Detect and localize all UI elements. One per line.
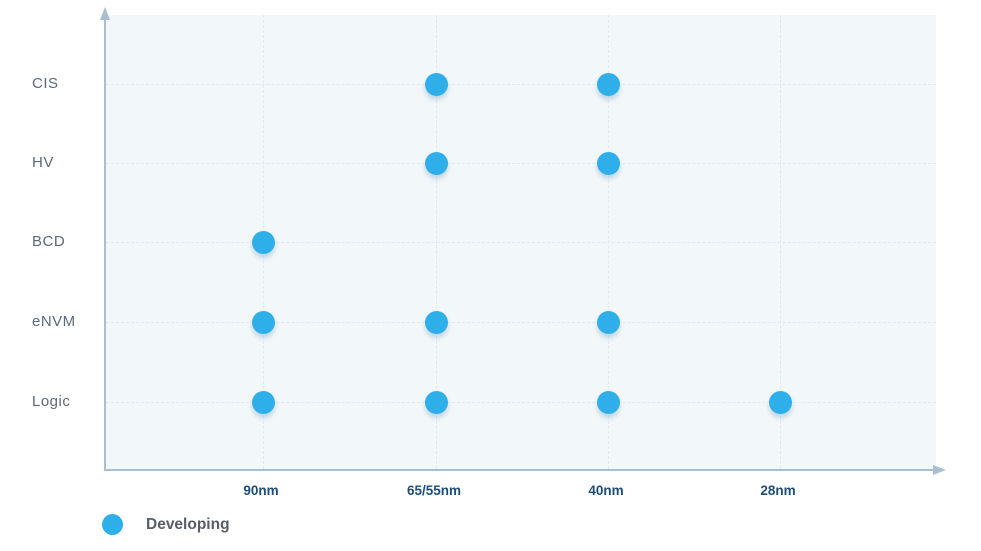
y-axis-label-envm: eNVM	[32, 313, 76, 330]
plot-area	[104, 15, 936, 471]
data-point-envm-40nm[interactable]	[596, 310, 620, 334]
data-point-logic-90nm[interactable]	[251, 390, 275, 414]
legend-marker-icon	[102, 514, 123, 535]
x-axis-arrow-icon	[933, 465, 946, 475]
gridline-v	[779, 15, 781, 469]
data-point-cis-65-55nm[interactable]	[424, 72, 448, 96]
y-axis-label-cis: CIS	[32, 75, 59, 92]
x-axis-label-28nm: 28nm	[760, 483, 796, 498]
legend-item-developing[interactable]: Developing	[102, 514, 230, 535]
y-axis-label-hv: HV	[32, 154, 54, 171]
legend-label: Developing	[146, 515, 230, 533]
gridline-v	[435, 15, 437, 469]
gridline-h	[106, 401, 936, 403]
data-point-logic-65-55nm[interactable]	[424, 390, 448, 414]
data-point-logic-40nm[interactable]	[596, 390, 620, 414]
data-point-bcd-90nm[interactable]	[251, 230, 275, 254]
data-point-cis-40nm[interactable]	[596, 72, 620, 96]
y-axis-label-logic: Logic	[32, 393, 71, 410]
gridline-h	[106, 241, 936, 243]
data-point-logic-28nm[interactable]	[768, 390, 792, 414]
gridline-h	[106, 162, 936, 164]
x-axis-label-65-55nm: 65/55nm	[406, 483, 462, 498]
data-point-hv-40nm[interactable]	[596, 151, 620, 175]
x-axis-label-90nm: 90nm	[243, 483, 279, 498]
data-point-envm-65-55nm[interactable]	[424, 310, 448, 334]
gridline-v	[607, 15, 609, 469]
x-axis-label-40nm: 40nm	[588, 483, 624, 498]
data-point-envm-90nm[interactable]	[251, 310, 275, 334]
y-axis-label-bcd: BCD	[32, 233, 66, 250]
y-axis-arrow-icon	[100, 7, 110, 20]
gridline-h	[106, 321, 936, 323]
data-point-hv-65-55nm[interactable]	[424, 151, 448, 175]
gridline-h	[106, 83, 936, 85]
